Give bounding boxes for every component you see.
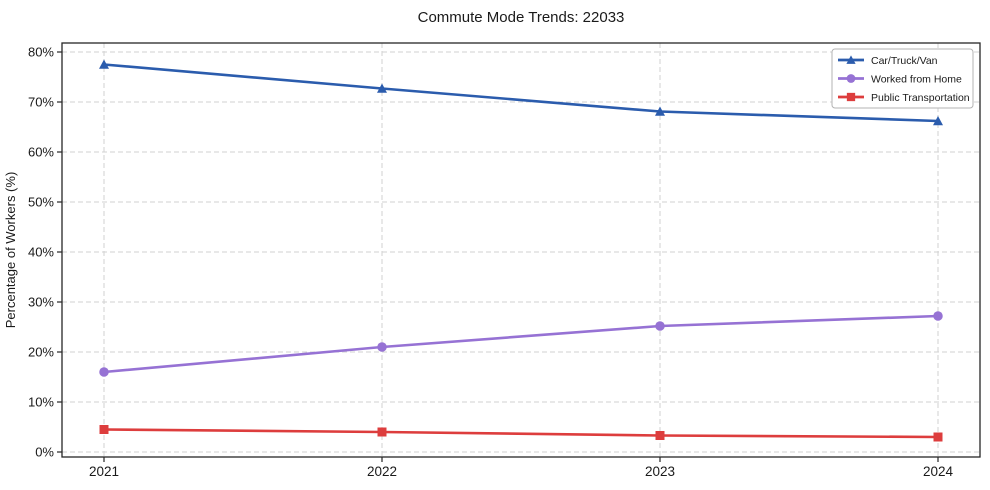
circle-marker (655, 321, 665, 331)
y-tick-label: 30% (28, 295, 54, 310)
square-marker (377, 427, 387, 437)
square-marker (99, 425, 109, 434)
circle-marker (377, 342, 387, 352)
legend-label: Car/Truck/Van (871, 55, 938, 67)
triangle-marker (933, 116, 943, 126)
series-line (102, 314, 940, 374)
legend-entry: Worked from Home (838, 73, 962, 85)
square-marker (846, 92, 856, 102)
triangle-marker (846, 55, 856, 64)
legend-label: Public Transportation (871, 92, 970, 104)
x-tick-label: 2023 (645, 464, 675, 479)
y-tick-label: 50% (28, 195, 54, 210)
series-line (102, 428, 940, 439)
y-axis-label: Percentage of Workers (%) (3, 172, 18, 329)
triangle-marker (377, 83, 387, 93)
y-tick-label: 20% (28, 345, 54, 360)
triangle-marker (99, 59, 109, 69)
circle-marker (846, 74, 856, 83)
x-tick-label: 2021 (89, 464, 119, 479)
series-line (102, 63, 940, 123)
legend-entry: Car/Truck/Van (838, 55, 938, 67)
x-tick-label: 2022 (367, 464, 397, 479)
chart-title: Commute Mode Trends: 22033 (418, 9, 625, 26)
series-circle (99, 311, 943, 377)
circle-marker (99, 367, 109, 377)
plot-area: 0% 10% 20% 30% 40% 50% 60% 70% 80% 2021 2022 2023 20… (28, 42, 981, 479)
square-marker (933, 432, 943, 442)
legend-box (831, 48, 974, 109)
y-tick-label: 40% (28, 245, 54, 260)
square-marker (655, 431, 665, 440)
series-triangle (99, 59, 943, 126)
triangle-marker (655, 106, 665, 116)
y-tick-label: 60% (28, 145, 54, 160)
legend: Car/Truck/Van Worked from Home Public Tran… (831, 48, 974, 109)
legend-label: Worked from Home (871, 73, 962, 85)
axes-frame (61, 42, 981, 458)
legend-entry: Public Transportation (838, 92, 970, 104)
y-tick-label: 0% (35, 445, 54, 460)
y-tick-label: 10% (28, 395, 54, 410)
series-square (99, 425, 943, 442)
y-tick-label: 80% (28, 45, 54, 60)
x-tick-label: 2024 (923, 464, 954, 479)
circle-marker (933, 311, 943, 321)
y-tick-label: 70% (28, 95, 54, 110)
